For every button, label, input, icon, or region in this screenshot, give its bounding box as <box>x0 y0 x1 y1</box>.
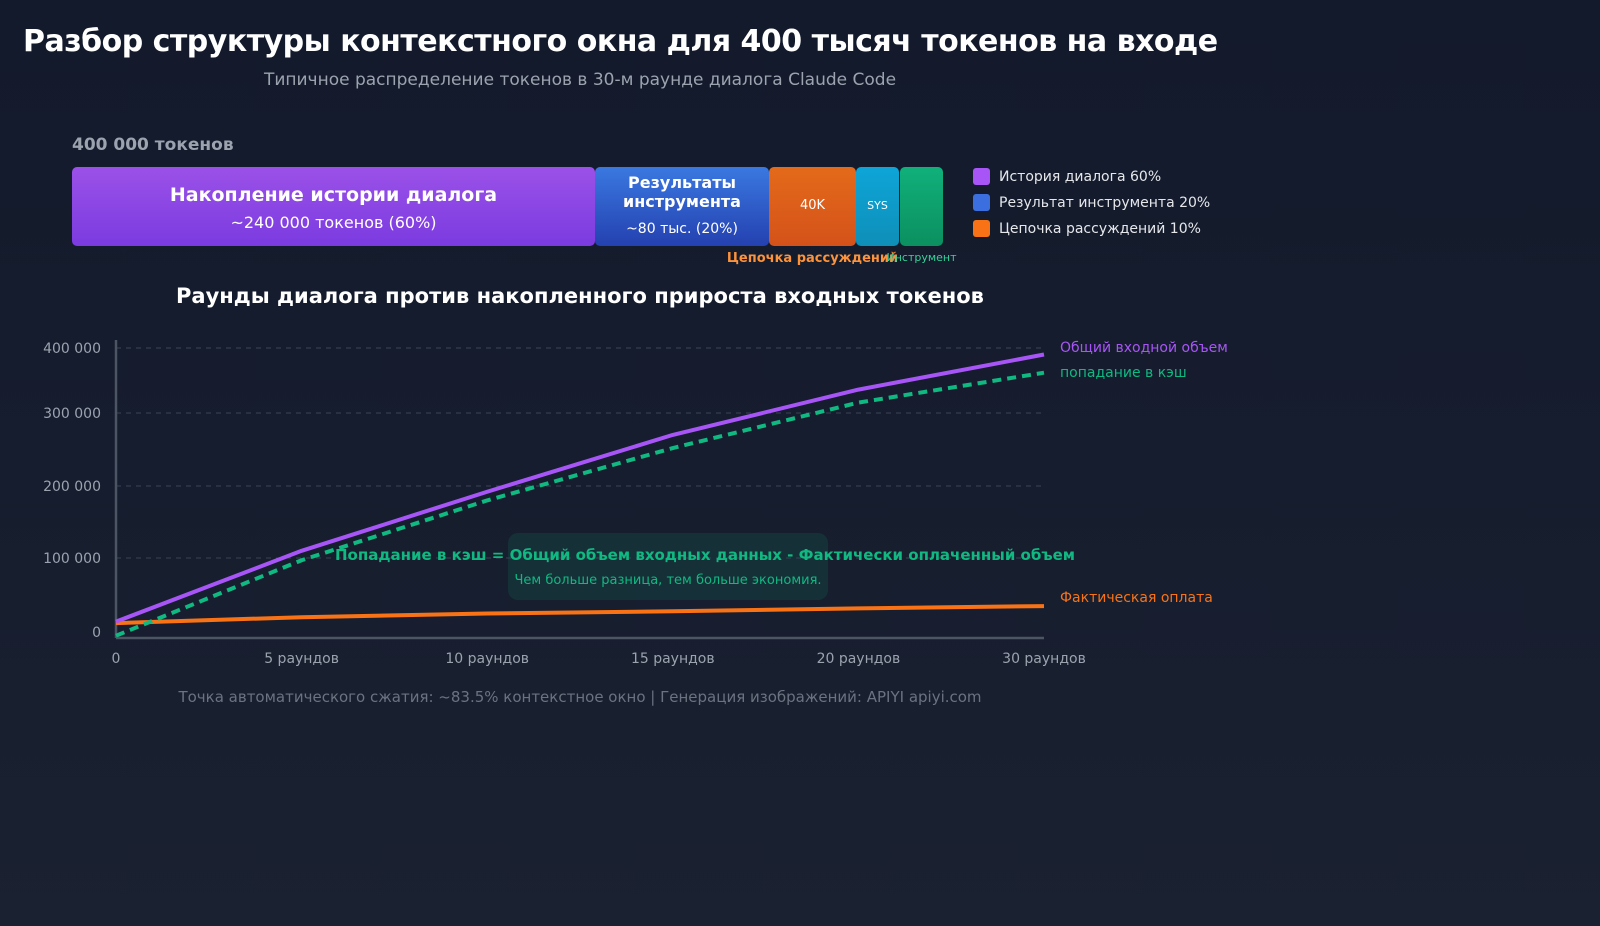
series-line-2 <box>115 604 1045 626</box>
x-tick-label: 30 раундов <box>1002 651 1086 667</box>
legend-item-reasoning: Цепочка рассуждений 10% <box>973 220 1201 237</box>
legend-label: Результат инструмента 20% <box>999 194 1211 211</box>
legend-label: Цепочка рассуждений 10% <box>999 220 1201 237</box>
segment-system-label: SYS <box>867 199 888 212</box>
legend-swatch <box>973 168 990 185</box>
total-tokens-label: 400 000 токенов <box>72 135 234 155</box>
series-label-0: Общий входной объем <box>1060 340 1228 356</box>
series-line-1 <box>115 370 1045 638</box>
segment-reasoning: 40K Цепочка рассуждений <box>727 167 898 266</box>
series-label-1: попадание в кэш <box>1060 365 1187 381</box>
series-line-0 <box>115 352 1045 624</box>
segment-reasoning-label: Цепочка рассуждений <box>726 251 899 266</box>
token-breakdown-bar: Накопление истории диалога ~240 000 токе… <box>72 167 957 266</box>
x-tick-label: 10 раундов <box>445 651 529 667</box>
segment-tools: Инструмент <box>886 167 957 264</box>
footer-note: Точка автоматического сжатия: ~83.5% кон… <box>178 688 982 706</box>
segment-reasoning-sub: 40K <box>799 198 826 213</box>
x-tick-label: 20 раундов <box>817 651 901 667</box>
segment-tool-results-sub: ~80 тыс. (20%) <box>626 221 738 237</box>
page-title: Разбор структуры контекстного окна для 4… <box>23 24 1218 59</box>
y-tick-label: 0 <box>92 625 101 641</box>
legend-item-tool-results: Результат инструмента 20% <box>973 194 1210 211</box>
segment-history-sub: ~240 000 токенов (60%) <box>230 213 437 232</box>
legend-swatch <box>973 194 990 211</box>
series-label-2: Фактическая оплата <box>1060 590 1213 606</box>
page-subtitle: Типичное распределение токенов в 30-м ра… <box>263 70 897 90</box>
annotation-formula: Попадание в кэш = Общий объем входных да… <box>335 546 1076 564</box>
legend-item-history: История диалога 60% <box>973 168 1161 185</box>
annotation-note: Чем больше разница, тем больше экономия. <box>514 573 822 588</box>
segment-history-label: Накопление истории диалога <box>169 184 498 206</box>
legend-label: История диалога 60% <box>999 168 1162 185</box>
annotation-box <box>508 533 828 600</box>
segment-tool-results-label: Результаты инструмента <box>623 173 741 211</box>
x-tick-label: 0 <box>112 651 121 667</box>
y-tick-label: 200 000 <box>43 479 101 495</box>
y-tick-label: 300 000 <box>43 406 101 422</box>
segment-tools-label: Инструмент <box>886 251 957 264</box>
x-tick-label: 5 раундов <box>264 651 339 667</box>
y-tick-label: 100 000 <box>43 551 101 567</box>
segment-system: SYS <box>856 167 899 246</box>
segment-history: Накопление истории диалога ~240 000 токе… <box>72 167 595 246</box>
chart-title: Раунды диалога против накопленного приро… <box>176 284 984 308</box>
segment-tool-results: Результаты инструмента ~80 тыс. (20%) <box>595 167 769 246</box>
y-tick-label: 400 000 <box>43 341 101 357</box>
legend-swatch <box>973 220 990 237</box>
x-tick-label: 15 раундов <box>631 651 715 667</box>
